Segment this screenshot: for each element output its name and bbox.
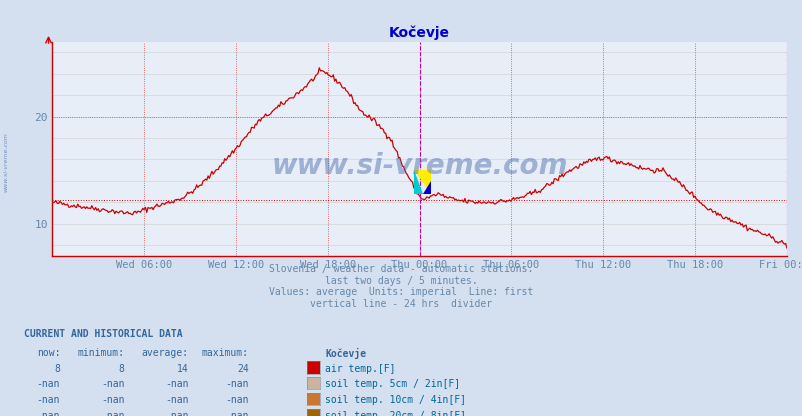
Text: -nan: -nan bbox=[101, 379, 124, 389]
Text: www.si-vreme.com: www.si-vreme.com bbox=[4, 132, 9, 192]
Text: -nan: -nan bbox=[101, 411, 124, 416]
Text: Kočevje: Kočevje bbox=[325, 348, 366, 359]
Text: -nan: -nan bbox=[165, 379, 188, 389]
Text: -nan: -nan bbox=[165, 411, 188, 416]
Text: minimum:: minimum: bbox=[77, 348, 124, 358]
Polygon shape bbox=[414, 170, 430, 194]
Text: maximum:: maximum: bbox=[201, 348, 249, 358]
Text: 24: 24 bbox=[237, 364, 249, 374]
Text: soil temp. 10cm / 4in[F]: soil temp. 10cm / 4in[F] bbox=[325, 395, 466, 405]
Text: -nan: -nan bbox=[165, 395, 188, 405]
Text: soil temp. 20cm / 8in[F]: soil temp. 20cm / 8in[F] bbox=[325, 411, 466, 416]
Title: Kočevje: Kočevje bbox=[389, 26, 449, 40]
Text: -nan: -nan bbox=[225, 395, 249, 405]
Text: CURRENT AND HISTORICAL DATA: CURRENT AND HISTORICAL DATA bbox=[24, 329, 183, 339]
Text: -nan: -nan bbox=[225, 379, 249, 389]
Text: soil temp. 5cm / 2in[F]: soil temp. 5cm / 2in[F] bbox=[325, 379, 460, 389]
Text: last two days / 5 minutes.: last two days / 5 minutes. bbox=[325, 276, 477, 286]
Text: 8: 8 bbox=[55, 364, 60, 374]
Text: 14: 14 bbox=[176, 364, 188, 374]
Polygon shape bbox=[414, 170, 422, 194]
Text: Values: average  Units: imperial  Line: first: Values: average Units: imperial Line: fi… bbox=[269, 287, 533, 297]
Text: average:: average: bbox=[141, 348, 188, 358]
Text: -nan: -nan bbox=[225, 411, 249, 416]
Text: -nan: -nan bbox=[37, 395, 60, 405]
Text: now:: now: bbox=[37, 348, 60, 358]
Text: www.si-vreme.com: www.si-vreme.com bbox=[271, 152, 567, 180]
Text: -nan: -nan bbox=[101, 395, 124, 405]
Polygon shape bbox=[422, 181, 430, 194]
Text: -nan: -nan bbox=[37, 411, 60, 416]
Text: Slovenia / weather data - automatic stations.: Slovenia / weather data - automatic stat… bbox=[269, 264, 533, 274]
Text: 8: 8 bbox=[119, 364, 124, 374]
Text: air temp.[F]: air temp.[F] bbox=[325, 364, 395, 374]
Text: -nan: -nan bbox=[37, 379, 60, 389]
Text: vertical line - 24 hrs  divider: vertical line - 24 hrs divider bbox=[310, 299, 492, 309]
